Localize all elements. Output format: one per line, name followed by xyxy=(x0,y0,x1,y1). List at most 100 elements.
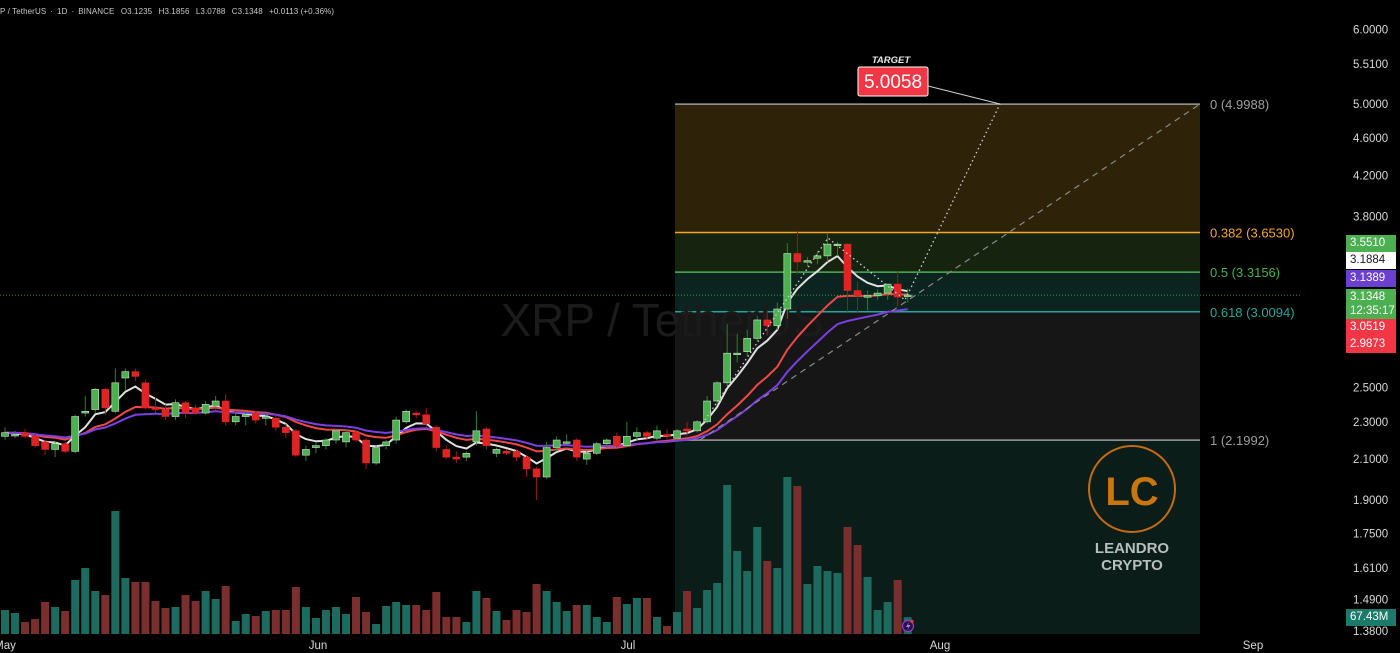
volume-bar xyxy=(191,601,200,634)
candle xyxy=(201,404,210,414)
volume-bar xyxy=(452,617,461,634)
target-value: 5.0058 xyxy=(864,72,922,93)
drawings[interactable] xyxy=(699,103,1201,441)
fibonacci-retracement[interactable]: 0 (4.9988) 0.382 (3.6530) 0.5 (3.3156) 0.61… xyxy=(675,97,1295,634)
candle xyxy=(723,352,731,384)
fib-zone xyxy=(675,104,1200,233)
legend-change: +0.0113 (+0.36%) xyxy=(269,7,335,16)
price-axis-label: 4.6000 xyxy=(1353,133,1388,145)
volume-bar xyxy=(673,612,682,634)
candle xyxy=(903,294,912,297)
price-tag: 3.0519 xyxy=(1346,319,1396,336)
volume-bar xyxy=(442,617,451,634)
trend-line[interactable] xyxy=(699,103,1201,441)
candle xyxy=(502,451,511,454)
fib-level-label: 0.618 (3.0094) xyxy=(1210,305,1295,320)
candle xyxy=(51,443,59,450)
candle xyxy=(542,447,551,478)
candle xyxy=(171,402,180,417)
price-tag: 3.5510 xyxy=(1346,235,1396,252)
candle xyxy=(11,434,19,437)
candle xyxy=(813,255,822,259)
volume-bar xyxy=(502,620,511,634)
candle xyxy=(733,352,741,355)
candle xyxy=(312,445,320,448)
candles xyxy=(1,231,912,501)
volume-bar xyxy=(582,605,591,634)
symbol-legend[interactable]: P / TetherUS · 1D · BINANCE O3.1235 H3.1856 … xyxy=(0,7,335,16)
candle xyxy=(512,451,521,458)
fib-level-label: 1 (2.1992) xyxy=(1210,433,1269,448)
time-axis[interactable]: May Jun Jul Aug Sep xyxy=(0,640,1263,652)
volume-bar xyxy=(552,602,561,634)
candle xyxy=(552,439,561,448)
candle xyxy=(572,439,581,458)
candle xyxy=(643,432,651,437)
candle xyxy=(532,468,541,478)
volume-bar xyxy=(362,612,371,634)
volume-bar xyxy=(41,602,50,634)
candle xyxy=(352,432,360,441)
lightning-icon[interactable] xyxy=(901,619,915,633)
volume-bar xyxy=(291,587,300,634)
candle xyxy=(753,319,762,339)
logo: LC LEANDRO CRYPTO xyxy=(1088,445,1176,574)
candle xyxy=(151,407,160,410)
volume-bar xyxy=(432,592,441,634)
target-box[interactable] xyxy=(857,66,929,97)
candle xyxy=(251,412,260,421)
candle xyxy=(141,382,150,409)
volume-bar xyxy=(181,595,190,634)
volume-bar xyxy=(81,568,90,634)
volume-bar xyxy=(602,622,611,634)
volume-bar xyxy=(71,580,80,634)
candle xyxy=(402,410,411,423)
candle xyxy=(412,412,421,416)
volume-bar xyxy=(542,591,551,634)
candle xyxy=(241,414,250,417)
candle xyxy=(71,416,80,452)
candle xyxy=(703,400,711,423)
candle xyxy=(382,441,390,446)
candle xyxy=(653,430,661,439)
price-axis[interactable]: 6.0000 5.5100 5.0000 4.6000 4.2000 3.8000 2.50… xyxy=(1353,24,1388,638)
volume-bar xyxy=(853,545,862,634)
time-axis-label: Jun xyxy=(309,640,328,652)
volume-bar xyxy=(522,612,531,634)
price-tag: 12:35:17 xyxy=(1346,303,1396,320)
target-annotation[interactable]: TARGET 5.0058 xyxy=(857,55,1001,105)
candle xyxy=(332,430,340,441)
candle xyxy=(191,407,200,414)
price-axis-label: 5.5100 xyxy=(1353,59,1388,71)
volume-bar xyxy=(11,613,20,634)
volume-bar xyxy=(61,611,70,634)
volume-bar xyxy=(311,618,320,634)
candle xyxy=(482,428,491,446)
candle xyxy=(81,410,90,414)
volume-bar xyxy=(873,610,882,634)
fib-zone xyxy=(675,440,1200,634)
price-tag: 3.1348 xyxy=(1346,289,1396,306)
volume-bar xyxy=(392,602,401,634)
time-axis-label: May xyxy=(0,640,16,652)
candle xyxy=(833,243,842,246)
candle xyxy=(773,308,782,326)
volume-bar xyxy=(532,584,541,634)
volume-bar xyxy=(342,614,351,634)
candle xyxy=(211,400,220,407)
candle xyxy=(613,436,621,446)
target-title: TARGET xyxy=(872,55,912,66)
volume-bar xyxy=(512,610,521,634)
candle xyxy=(873,292,882,297)
volume-bar xyxy=(562,611,571,634)
logo-monogram: LC xyxy=(1105,470,1158,514)
volume-bar xyxy=(221,586,230,634)
volume-bar xyxy=(642,598,651,634)
price-axis-label: 1.7500 xyxy=(1353,529,1388,541)
volume-bar xyxy=(893,580,902,634)
volume-bar xyxy=(652,617,661,634)
candle xyxy=(472,430,481,443)
volume-bar xyxy=(131,582,140,634)
volume-bar xyxy=(352,597,361,634)
